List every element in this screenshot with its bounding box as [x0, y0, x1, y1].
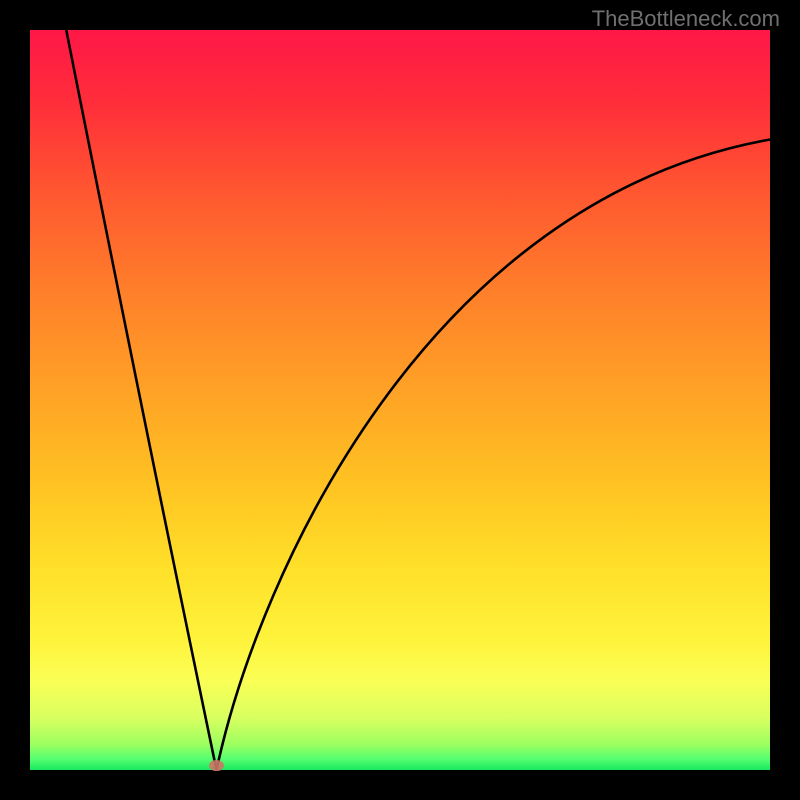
- curve-path: [216, 140, 770, 770]
- bottleneck-curve: [0, 0, 800, 800]
- vertex-marker: [209, 760, 224, 771]
- curve-path: [66, 30, 216, 770]
- chart-canvas: TheBottleneck.com: [0, 0, 800, 800]
- watermark-text: TheBottleneck.com: [592, 6, 780, 32]
